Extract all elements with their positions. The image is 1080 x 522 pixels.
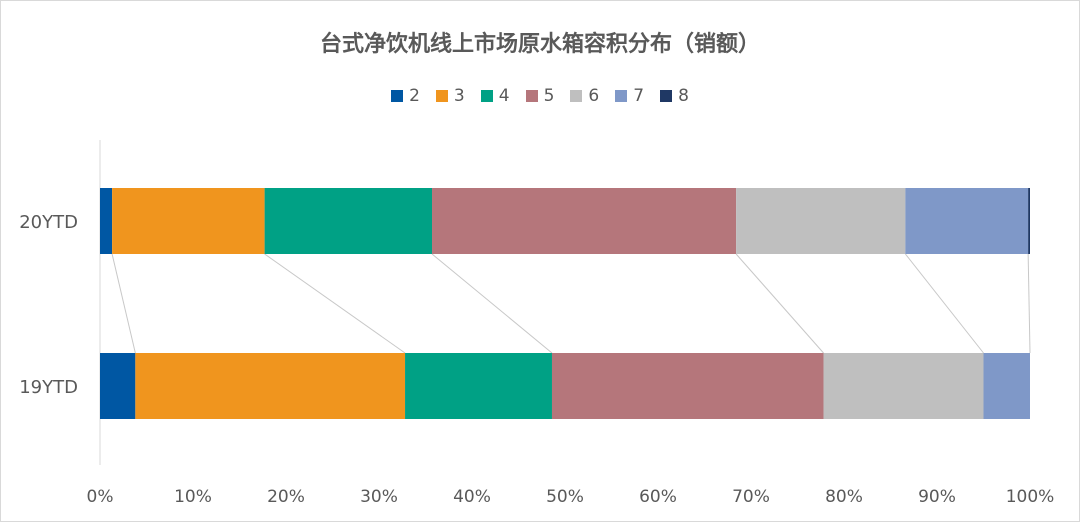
category-label: 19YTD bbox=[19, 377, 78, 398]
x-tick-label: 40% bbox=[453, 487, 491, 507]
bar-segment-19ytd-5 bbox=[551, 353, 824, 419]
legend-item-7: 7 bbox=[615, 86, 644, 106]
category-label: 20YTD bbox=[19, 212, 78, 233]
legend-swatch bbox=[570, 90, 583, 102]
legend-item-5: 5 bbox=[525, 86, 555, 106]
bar-segment-19ytd-7 bbox=[983, 353, 1030, 419]
legend-label: 3 bbox=[453, 86, 465, 106]
legend-item-8: 8 bbox=[660, 86, 689, 106]
legend-item-3: 3 bbox=[435, 86, 465, 106]
bar-segment-20ytd-5 bbox=[432, 188, 737, 254]
legend-label: 7 bbox=[633, 86, 645, 106]
legend-item-4: 4 bbox=[480, 86, 510, 106]
x-tick-label: 10% bbox=[174, 487, 212, 507]
series-line bbox=[431, 253, 553, 354]
bar-segment-19ytd-2 bbox=[100, 353, 136, 419]
series-line bbox=[1027, 253, 1031, 354]
legend-item-6: 6 bbox=[570, 86, 599, 106]
series-line bbox=[735, 253, 824, 354]
legend-swatch bbox=[615, 90, 628, 102]
x-tick-label: 100% bbox=[1006, 487, 1055, 507]
chart-legend: 2 3 4 5 6 7 8 bbox=[0, 86, 1080, 106]
legend-label: 8 bbox=[678, 86, 689, 106]
legend-label: 6 bbox=[588, 86, 600, 106]
series-line bbox=[264, 253, 406, 354]
bar-segment-20ytd-3 bbox=[112, 188, 265, 254]
bar-segment-19ytd-6 bbox=[823, 353, 984, 419]
legend-item-2: 2 bbox=[391, 86, 420, 106]
bar-segment-20ytd-4 bbox=[264, 188, 433, 254]
chart-title: 台式净饮机线上市场原水箱容积分布（销额） bbox=[319, 32, 760, 57]
bar-segment-20ytd-7 bbox=[905, 188, 1029, 254]
legend-label: 5 bbox=[543, 86, 555, 106]
legend-swatch bbox=[391, 90, 404, 102]
bar-segment-20ytd-2 bbox=[100, 188, 113, 254]
bar-segment-19ytd-4 bbox=[405, 353, 552, 419]
x-tick-label: 0% bbox=[87, 487, 114, 507]
legend-swatch bbox=[660, 90, 673, 102]
bar-segment-20ytd-8 bbox=[1028, 188, 1030, 254]
series-line bbox=[111, 253, 136, 354]
legend-label: 2 bbox=[409, 86, 420, 106]
x-tick-label: 90% bbox=[918, 487, 956, 507]
legend-swatch bbox=[480, 90, 493, 102]
x-tick-label: 20% bbox=[267, 487, 305, 507]
x-tick-label: 30% bbox=[360, 487, 398, 507]
legend-label: 4 bbox=[498, 86, 510, 106]
x-tick-label: 80% bbox=[825, 487, 863, 507]
legend-swatch bbox=[525, 90, 538, 102]
bar-segment-20ytd-6 bbox=[736, 188, 906, 254]
x-tick-label: 50% bbox=[546, 487, 584, 507]
bar-segment-19ytd-3 bbox=[135, 353, 406, 419]
x-tick-label: 70% bbox=[732, 487, 770, 507]
series-line bbox=[904, 253, 984, 354]
legend-swatch bbox=[435, 90, 448, 102]
x-tick-label: 60% bbox=[639, 487, 677, 507]
